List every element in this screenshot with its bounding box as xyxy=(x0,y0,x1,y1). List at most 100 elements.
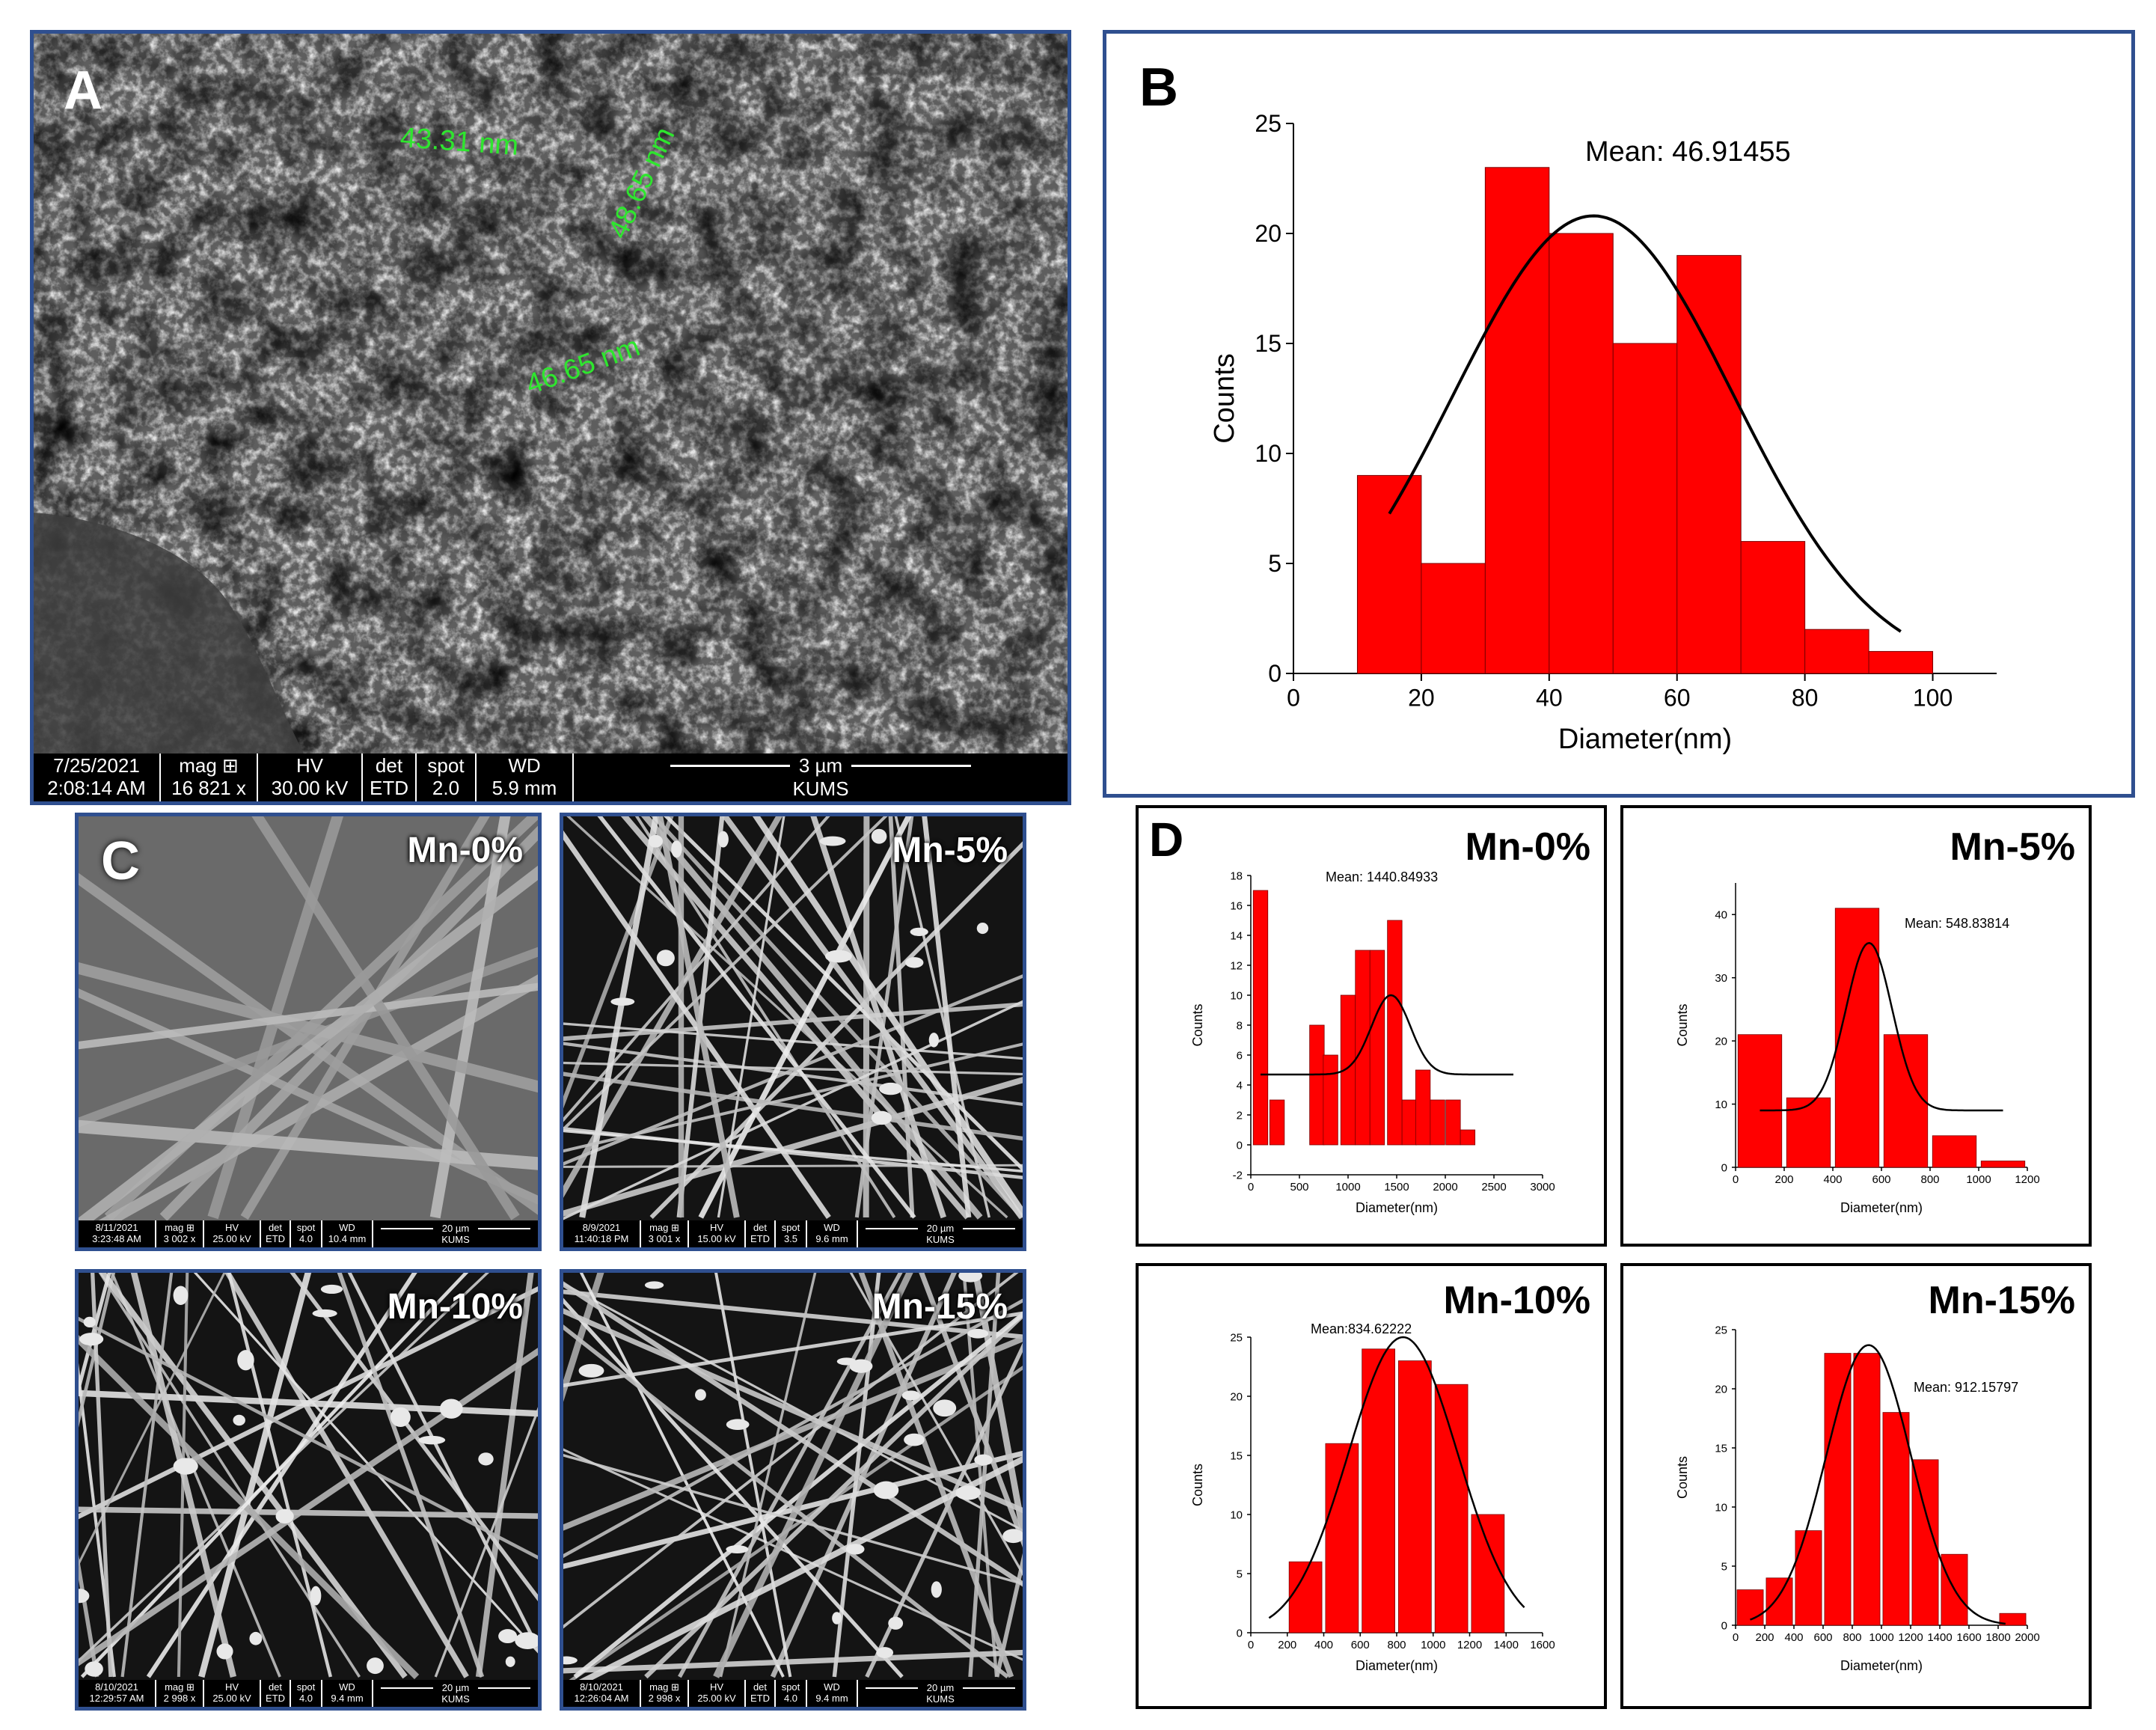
bead xyxy=(237,1350,254,1371)
x-tick-label: 40 xyxy=(1536,685,1563,712)
fiber xyxy=(563,816,783,1198)
fit-curve xyxy=(1388,214,1902,633)
bar xyxy=(1612,343,1678,674)
databar-cell-spot_label: spot 4.0 xyxy=(291,1220,322,1247)
bar xyxy=(1786,1097,1831,1168)
bar xyxy=(1736,1589,1764,1626)
databar-scale-2: 20 µm KUMS xyxy=(373,1680,538,1707)
bead xyxy=(83,1316,96,1328)
y-axis-label: Counts xyxy=(1675,1456,1690,1499)
sem-databar-1: 8/9/2021 11:40:18 PM mag ⊞ 3 001 x HV 15.00 k… xyxy=(563,1220,1023,1247)
y-tick-label: 12 xyxy=(1230,959,1243,972)
y-tick-label: 2 xyxy=(1237,1109,1243,1122)
bead xyxy=(958,1273,983,1283)
bar xyxy=(1834,908,1880,1168)
panel-c-letter: C xyxy=(101,831,140,891)
bead xyxy=(515,1632,538,1649)
y-tick-label: 0 xyxy=(1721,1619,1727,1632)
bead xyxy=(931,1581,942,1598)
databar-cell-mag_label: mag ⊞ 3 002 x xyxy=(156,1220,204,1247)
sem-image-a xyxy=(34,34,1068,801)
sem-fibers-1 xyxy=(563,816,1023,1247)
fiber xyxy=(865,1342,1023,1678)
scale-label: 20 µm xyxy=(441,1682,470,1693)
bar xyxy=(1387,920,1403,1146)
x-tick-label: 2000 xyxy=(2015,1631,2039,1644)
bar xyxy=(1740,541,1806,674)
bead xyxy=(976,923,989,935)
databar-cell-hv_label: HV 25.00 kV xyxy=(689,1680,746,1707)
bead xyxy=(367,1657,384,1675)
bead xyxy=(275,1509,294,1524)
bead xyxy=(974,1454,993,1466)
x-tick-label: 1400 xyxy=(1927,1631,1952,1644)
bar xyxy=(1868,651,1934,674)
databar-cell-wd_label: WD 9.4 mm xyxy=(807,1680,858,1707)
databar-wd: WD 5.9 mm xyxy=(477,754,574,801)
y-tick-label: 5 xyxy=(1268,550,1281,577)
sem-tag-3: Mn-15% xyxy=(872,1287,1008,1327)
fiber xyxy=(563,1002,1023,1042)
bead xyxy=(390,1407,411,1427)
fiber xyxy=(563,816,830,1122)
databar-cell-date: 8/10/2021 12:29:57 AM xyxy=(79,1680,156,1707)
fiber xyxy=(649,841,1023,1220)
hist-title-mn-15: Mn-15% xyxy=(1928,1279,2075,1322)
bead xyxy=(955,1485,981,1500)
databar-hv: HV 30.00 kV xyxy=(258,754,363,801)
fiber xyxy=(563,1366,1023,1688)
x-tick-label: 1000 xyxy=(1966,1173,1991,1186)
sem-mn-5-frame: Mn-5% 8/9/2021 11:40:18 PM mag ⊞ 3 001 x HV 15… xyxy=(560,813,1026,1251)
org-label: KUMS xyxy=(441,1693,470,1705)
fiber xyxy=(79,1506,538,1519)
x-tick-label: 80 xyxy=(1792,685,1819,712)
bead xyxy=(726,1545,749,1553)
scale-label: 20 µm xyxy=(441,1223,470,1234)
bar xyxy=(1323,1054,1338,1146)
fiber xyxy=(922,816,972,1218)
hist-title-mn-10: Mn-10% xyxy=(1443,1279,1590,1322)
databar-mag: mag ⊞ 16 821 x xyxy=(161,754,258,801)
x-axis-label: Diameter(nm) xyxy=(1840,1200,1923,1215)
bead xyxy=(933,1399,957,1417)
x-tick-label: 1000 xyxy=(1335,1181,1360,1193)
bead xyxy=(910,927,928,936)
fiber xyxy=(832,1273,881,1678)
bar xyxy=(1252,890,1269,1146)
sem-fibers-0 xyxy=(79,816,538,1247)
bead xyxy=(819,836,846,846)
fiber xyxy=(79,947,538,1128)
databar-scale: 3 µm KUMS xyxy=(574,754,1068,801)
databar-cell-hv_label: HV 25.00 kV xyxy=(204,1680,261,1707)
bead xyxy=(173,1458,198,1475)
bar xyxy=(1549,233,1614,674)
fiber xyxy=(251,816,520,1220)
bar xyxy=(1883,1034,1929,1168)
bead xyxy=(320,1284,343,1295)
x-axis-label: Diameter(nm) xyxy=(1840,1658,1923,1673)
x-tick-label: 1000 xyxy=(1869,1631,1893,1644)
org-label: KUMS xyxy=(792,777,849,800)
y-tick-label: 20 xyxy=(1255,220,1281,247)
sem-mn-15-frame: Mn-15% 8/10/2021 12:26:04 AM mag ⊞ 2 998 x HV… xyxy=(560,1269,1026,1711)
bead xyxy=(216,1643,233,1660)
fit-curve xyxy=(1268,1336,1525,1619)
y-tick-label: 40 xyxy=(1715,908,1727,921)
bar xyxy=(1362,1348,1395,1633)
sem-mn-0-frame: Mn-0% 8/11/2021 3:23:48 AM mag ⊞ 3 002 x HV 25… xyxy=(75,813,542,1251)
x-tick-label: 800 xyxy=(1843,1631,1861,1644)
fiber xyxy=(968,1273,1001,1678)
y-tick-label: 15 xyxy=(1230,1449,1243,1462)
fiber xyxy=(676,816,725,1218)
fiber xyxy=(752,816,1023,1218)
bead xyxy=(578,1363,604,1378)
x-tick-label: 0 xyxy=(1248,1639,1254,1651)
databar-cell-hv_label: HV 15.00 kV xyxy=(689,1220,746,1247)
databar-cell-spot_label: spot 4.0 xyxy=(291,1680,322,1707)
databar-scale-0: 20 µm KUMS xyxy=(373,1220,538,1247)
bar xyxy=(1445,1099,1461,1146)
bar xyxy=(1824,1353,1852,1626)
panel-d-letter: D xyxy=(1149,813,1184,866)
databar-cell-spot_label: spot 4.0 xyxy=(776,1680,807,1707)
y-tick-label: 20 xyxy=(1715,1383,1727,1396)
